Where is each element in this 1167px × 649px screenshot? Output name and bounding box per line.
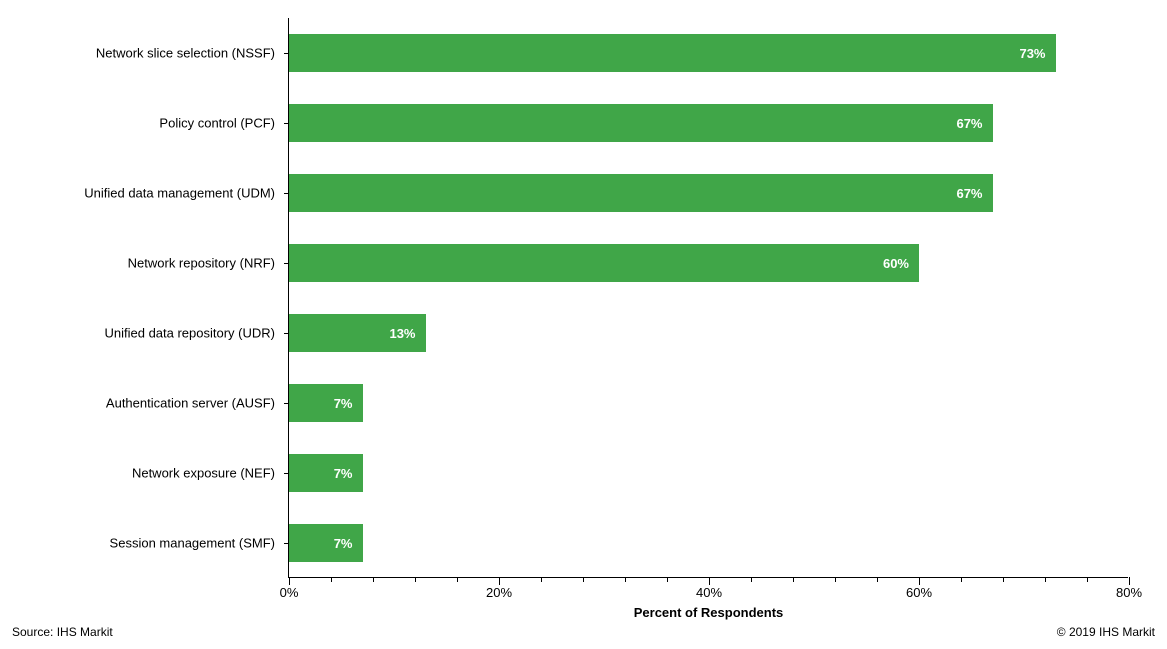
x-tick-minor — [667, 577, 668, 582]
y-category-label: Unified data repository (UDR) — [104, 326, 289, 341]
x-tick-label: 0% — [280, 585, 299, 600]
x-tick-minor — [793, 577, 794, 582]
bar-value-label: 13% — [389, 326, 415, 341]
y-category-label: Session management (SMF) — [110, 536, 289, 551]
y-category-label: Policy control (PCF) — [159, 116, 289, 131]
x-tick-label: 20% — [486, 585, 512, 600]
x-tick-major — [919, 577, 920, 585]
x-tick-label: 40% — [696, 585, 722, 600]
y-category-label: Network repository (NRF) — [128, 256, 289, 271]
bar-value-label: 67% — [956, 186, 982, 201]
x-tick-minor — [961, 577, 962, 582]
x-tick-major — [289, 577, 290, 585]
bar: 13% — [289, 314, 426, 352]
y-category-label: Authentication server (AUSF) — [106, 396, 289, 411]
x-tick-major — [499, 577, 500, 585]
y-category-label: Unified data management (UDM) — [84, 186, 289, 201]
bar: 67% — [289, 174, 993, 212]
chart-container: Network Functions Percent of Respondents… — [0, 0, 1167, 649]
x-tick-minor — [373, 577, 374, 582]
x-tick-minor — [457, 577, 458, 582]
x-axis-title: Percent of Respondents — [634, 605, 784, 620]
x-tick-minor — [751, 577, 752, 582]
x-tick-minor — [1087, 577, 1088, 582]
bar-value-label: 67% — [956, 116, 982, 131]
x-tick-minor — [583, 577, 584, 582]
x-tick-major — [709, 577, 710, 585]
bar-value-label: 7% — [334, 466, 353, 481]
copyright-text: © 2019 IHS Markit — [1057, 625, 1155, 639]
x-tick-minor — [877, 577, 878, 582]
x-tick-minor — [415, 577, 416, 582]
x-tick-minor — [541, 577, 542, 582]
x-tick-minor — [1003, 577, 1004, 582]
bar: 7% — [289, 454, 363, 492]
bar-value-label: 7% — [334, 536, 353, 551]
x-tick-label: 80% — [1116, 585, 1142, 600]
bar-value-label: 60% — [883, 256, 909, 271]
y-category-label: Network slice selection (NSSF) — [96, 46, 289, 61]
x-tick-major — [1129, 577, 1130, 585]
bar: 73% — [289, 34, 1056, 72]
x-tick-label: 60% — [906, 585, 932, 600]
bar-value-label: 73% — [1019, 46, 1045, 61]
bar: 60% — [289, 244, 919, 282]
y-category-label: Network exposure (NEF) — [132, 466, 289, 481]
x-tick-minor — [1045, 577, 1046, 582]
bar: 67% — [289, 104, 993, 142]
x-tick-minor — [331, 577, 332, 582]
bar: 7% — [289, 384, 363, 422]
x-tick-minor — [625, 577, 626, 582]
plot-area: Network Functions Percent of Respondents… — [288, 18, 1128, 578]
bar-value-label: 7% — [334, 396, 353, 411]
bar: 7% — [289, 524, 363, 562]
x-tick-minor — [835, 577, 836, 582]
source-text: Source: IHS Markit — [12, 625, 113, 639]
